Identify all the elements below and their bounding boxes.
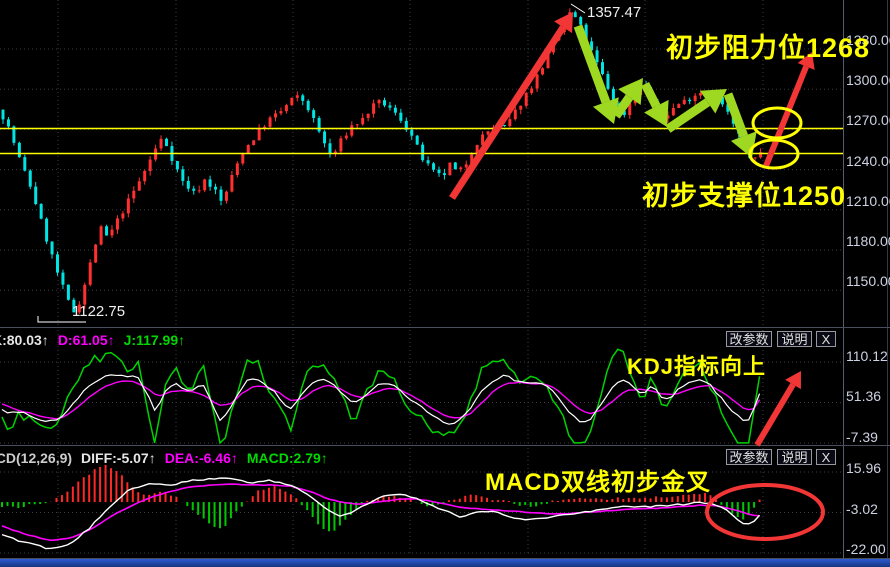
support-annotation: 初步支撑位1250 [642, 181, 847, 211]
macd-help-button[interactable]: 说明 [777, 449, 812, 465]
window-right-edge [887, 0, 888, 559]
kdj-k-value: K:80.03↑ [0, 332, 49, 348]
axis-column-border [843, 0, 844, 559]
macd-diff-value: DIFF:-5.07↑ [81, 450, 156, 466]
axis-tick-label: 1300.00 [846, 72, 890, 89]
panel-divider-price-kdj[interactable] [0, 327, 890, 328]
axis-tick-label: -22.00 [846, 541, 886, 557]
kdj-annotation: KDJ指标向上 [627, 354, 767, 379]
peak-price-label: 1357.47 [587, 4, 642, 21]
macd-header: MACD(12,26,9) DIFF:-5.07↑ DEA:-6.46↑ MACD:2… [0, 450, 337, 466]
macd-params-button[interactable]: 改参数 [726, 449, 772, 465]
candles-group [1, 8, 763, 315]
kdj-lines-group [1, 348, 761, 445]
low-price-label: 1122.75 [72, 303, 126, 320]
panel-divider-kdj-macd[interactable] [0, 445, 890, 446]
macd-dea-value: DEA:-6.46↑ [164, 450, 238, 466]
kdj-close-button[interactable]: X [816, 331, 836, 347]
axis-tick-label: 1150.00 [846, 273, 890, 290]
axis-tick-label: 15.96 [846, 460, 882, 476]
axis-tick-label: 1210.00 [846, 192, 890, 209]
axis-tick-label: 51.36 [846, 388, 882, 405]
axis-tick-label: 1330.00 [846, 32, 890, 48]
kdj-j-value: J:117.99↑ [123, 332, 186, 348]
macd-name: MACD(12,26,9) [0, 450, 73, 466]
macd-macd-value: MACD:2.79↑ [246, 450, 328, 466]
window-bottom-strip [0, 559, 890, 567]
grid-lines [0, 0, 843, 556]
panel-divider-bottom [0, 558, 890, 559]
axis-tick-label: 1240.00 [846, 152, 890, 169]
resistance-annotation: 初步阻力位1268 [666, 33, 871, 63]
macd-annotation: MACD双线初步金叉 [485, 469, 711, 496]
kdj-help-button[interactable]: 说明 [777, 331, 812, 347]
axis-tick-label: 1270.00 [846, 112, 890, 129]
kdj-header: K:80.03↑ D:61.05↑ J:117.99↑ [0, 332, 194, 348]
axis-tick-label: -7.39 [846, 428, 878, 445]
axis-tick-label: 1180.00 [846, 233, 890, 249]
macd-group [1, 464, 761, 550]
axis-tick-label: 110.12 [846, 348, 888, 364]
macd-close-button[interactable]: X [816, 449, 836, 465]
axis-tick-label: -3.02 [846, 500, 878, 517]
kdj-params-button[interactable]: 改参数 [726, 331, 772, 347]
kdj-d-value: D:61.05↑ [57, 332, 115, 348]
